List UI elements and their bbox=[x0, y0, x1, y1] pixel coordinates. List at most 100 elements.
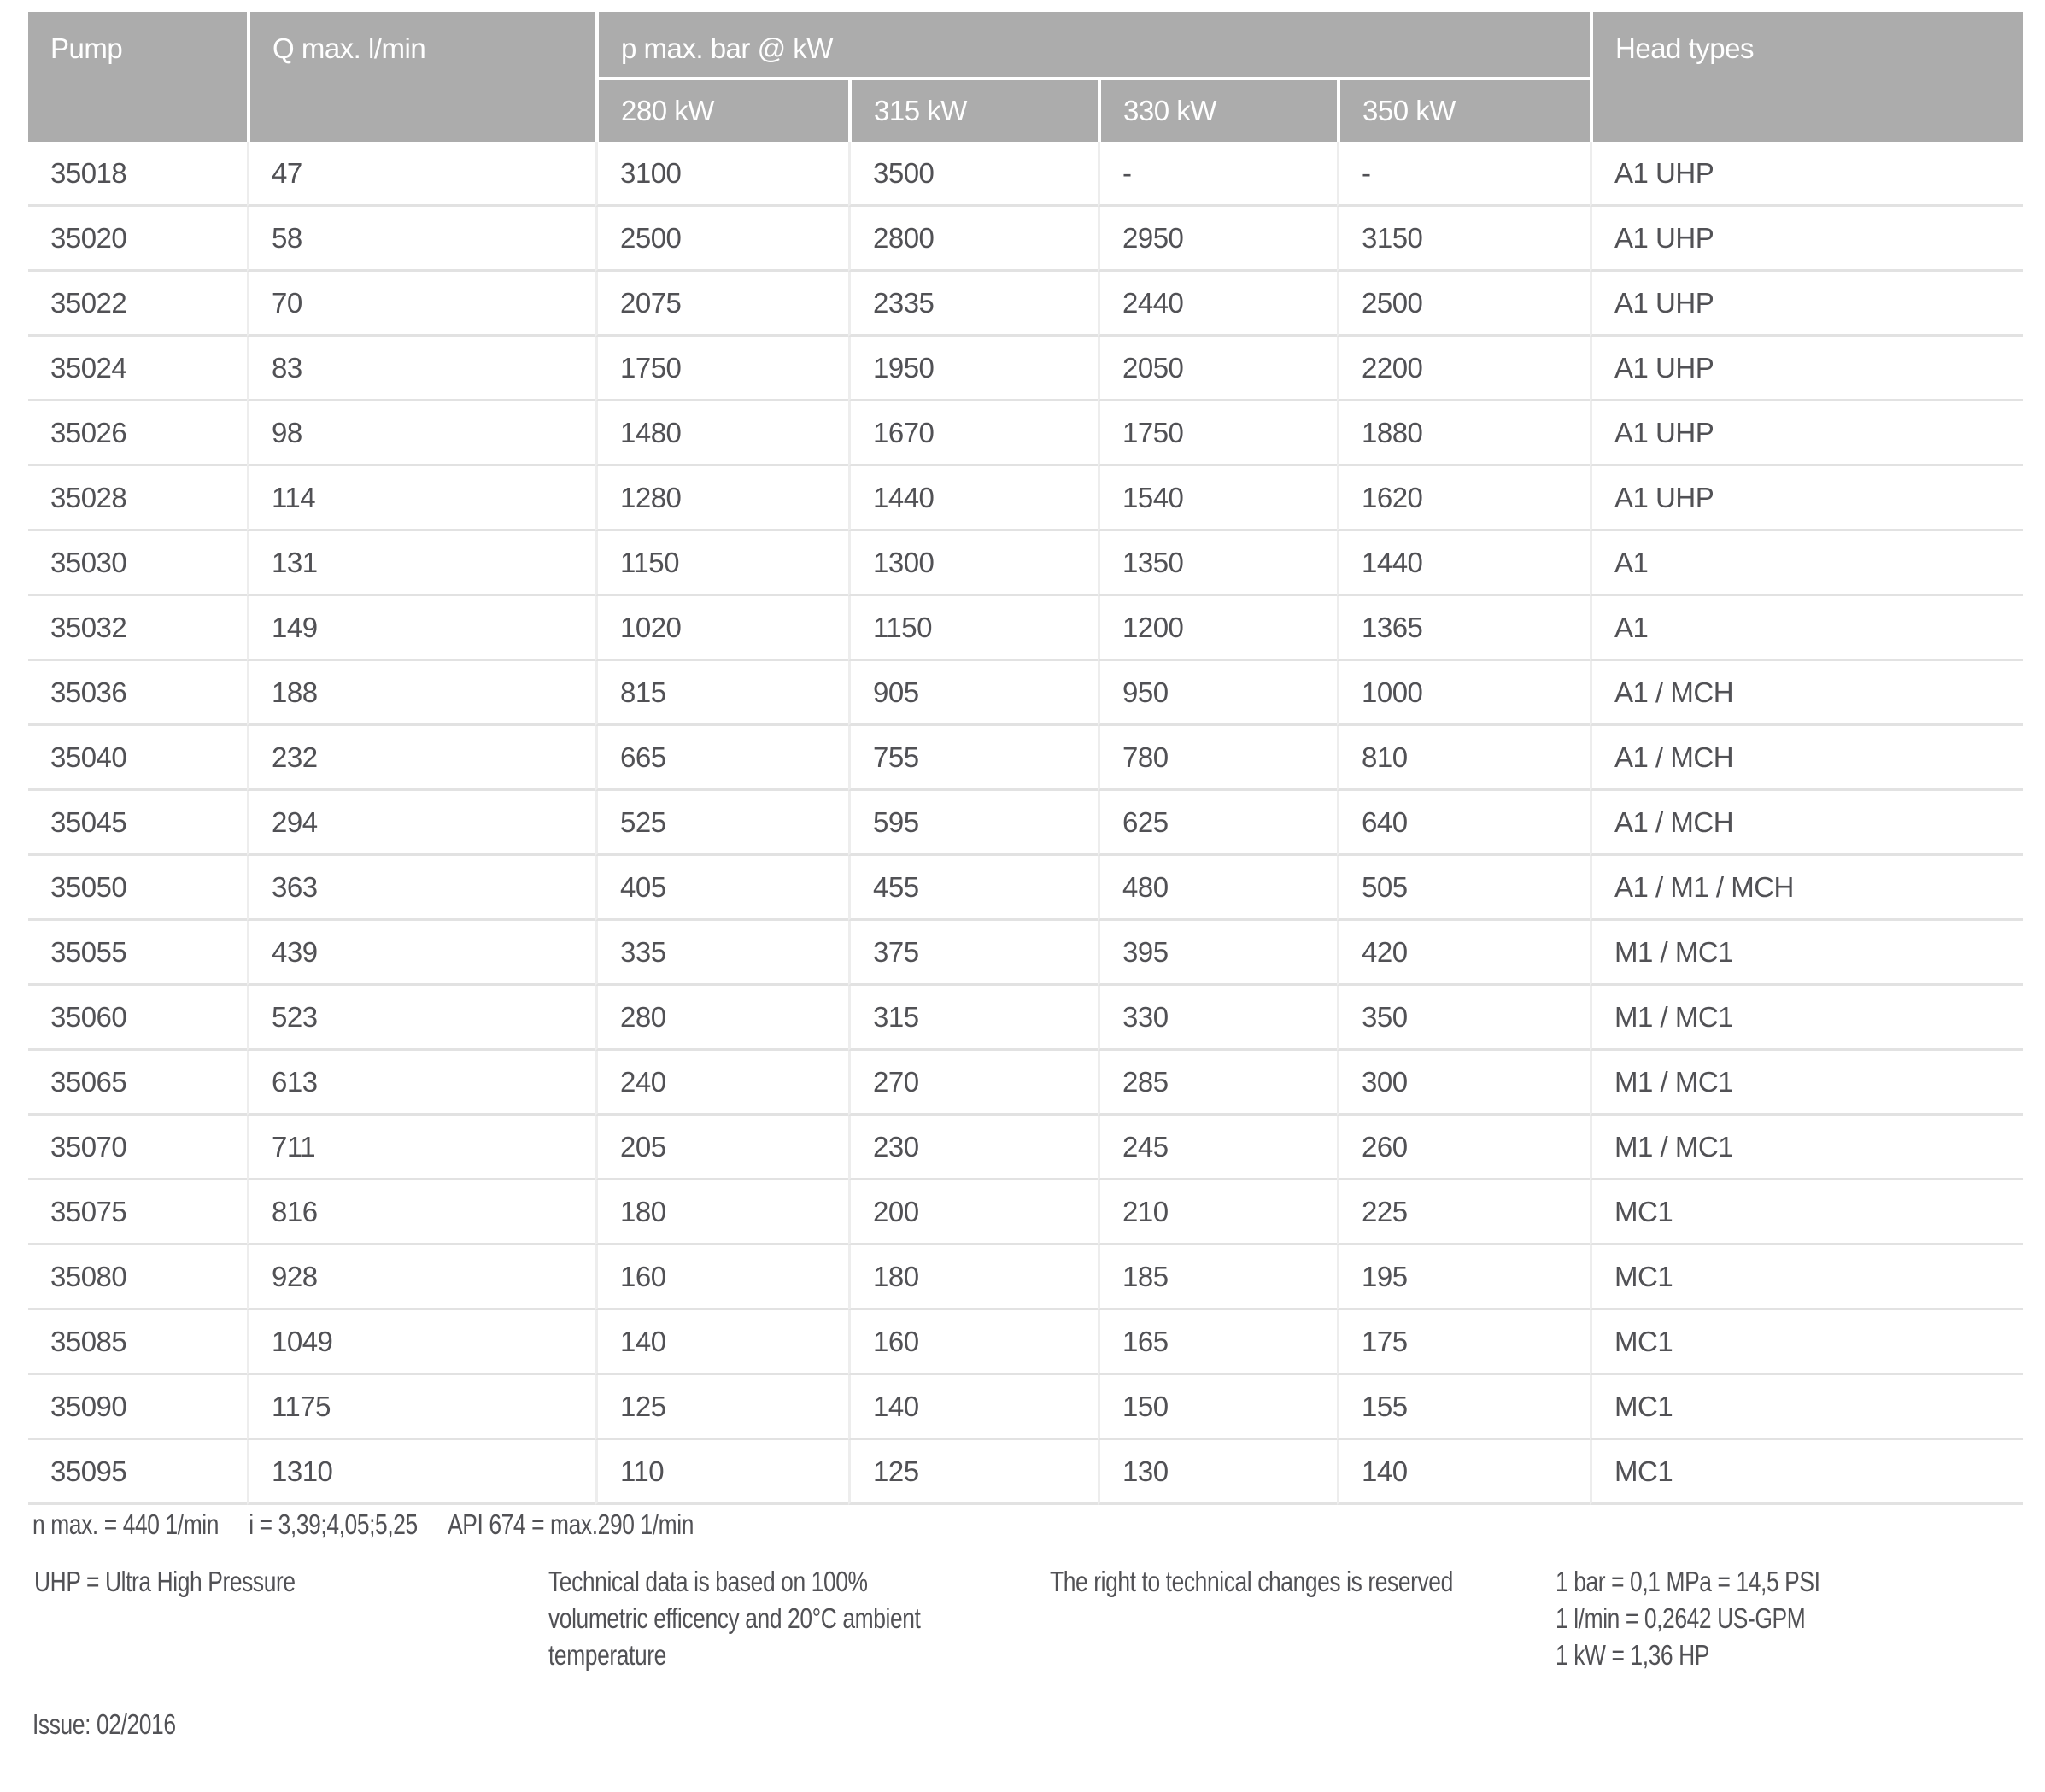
cell-p-280kw: 665 bbox=[595, 726, 848, 791]
cell-p-330kw: 285 bbox=[1098, 1051, 1337, 1116]
cell-p-315kw: 200 bbox=[848, 1180, 1098, 1245]
table-row: 35024 83 1750 1950 2050 2200 A1 UHP bbox=[28, 337, 2024, 401]
cell-q-max: 188 bbox=[247, 661, 595, 726]
cell-p-315kw: 1440 bbox=[848, 466, 1098, 531]
cell-pump: 35040 bbox=[28, 726, 247, 791]
cell-pump: 35060 bbox=[28, 986, 247, 1051]
cell-pump: 35070 bbox=[28, 1116, 247, 1180]
cell-p-280kw: 180 bbox=[595, 1180, 848, 1245]
cell-q-max: 232 bbox=[247, 726, 595, 791]
table-row: 35080 928 160 180 185 195 MC1 bbox=[28, 1245, 2024, 1310]
note-gear-ratio: i = 3,39;4,05;5,25 bbox=[249, 1508, 418, 1540]
cell-p-350kw: 1000 bbox=[1337, 661, 1591, 726]
cell-p-350kw: 140 bbox=[1337, 1440, 1591, 1505]
cell-p-330kw: 330 bbox=[1098, 986, 1337, 1051]
cell-p-330kw: 245 bbox=[1098, 1116, 1337, 1180]
cell-q-max: 1175 bbox=[247, 1375, 595, 1440]
table-row: 35022 70 2075 2335 2440 2500 A1 UHP bbox=[28, 272, 2024, 337]
cell-q-max: 711 bbox=[247, 1116, 595, 1180]
cell-p-350kw: 300 bbox=[1337, 1051, 1591, 1116]
cell-p-330kw: 2950 bbox=[1098, 207, 1337, 272]
cell-head-types: A1 UHP bbox=[1590, 401, 2024, 466]
cell-q-max: 1310 bbox=[247, 1440, 595, 1505]
cell-pump: 35024 bbox=[28, 337, 247, 401]
footnote-uhp-text: UHP = Ultra High Pressure bbox=[34, 1566, 296, 1597]
cell-q-max: 58 bbox=[247, 207, 595, 272]
cell-p-315kw: 2800 bbox=[848, 207, 1098, 272]
cell-p-280kw: 815 bbox=[595, 661, 848, 726]
cell-p-330kw: 130 bbox=[1098, 1440, 1337, 1505]
cell-p-315kw: 595 bbox=[848, 791, 1098, 856]
cell-p-280kw: 525 bbox=[595, 791, 848, 856]
pump-spec-table: Pump Q max. l/min p max. bar @ kW Head t… bbox=[28, 12, 2024, 1505]
cell-p-330kw: - bbox=[1098, 142, 1337, 207]
col-header-280kw: 280 kW bbox=[595, 77, 848, 142]
footnote-conversion-line: 1 kW = 1,36 HP bbox=[1556, 1639, 1710, 1671]
col-header-p-max: p max. bar @ kW bbox=[595, 12, 1591, 77]
footnote-technical: Technical data is based on 100% volumetr… bbox=[548, 1563, 921, 1673]
cell-pump: 35018 bbox=[28, 142, 247, 207]
cell-p-350kw: 505 bbox=[1337, 856, 1591, 921]
cell-p-350kw: 225 bbox=[1337, 1180, 1591, 1245]
cell-p-330kw: 1750 bbox=[1098, 401, 1337, 466]
cell-p-315kw: 230 bbox=[848, 1116, 1098, 1180]
cell-q-max: 114 bbox=[247, 466, 595, 531]
cell-p-280kw: 2500 bbox=[595, 207, 848, 272]
footnote-conversion-line: 1 bar = 0,1 MPa = 14,5 PSI bbox=[1556, 1566, 1820, 1597]
cell-p-330kw: 210 bbox=[1098, 1180, 1337, 1245]
cell-p-350kw: 2500 bbox=[1337, 272, 1591, 337]
table-row: 35070 711 205 230 245 260 M1 / MC1 bbox=[28, 1116, 2024, 1180]
cell-p-280kw: 1750 bbox=[595, 337, 848, 401]
cell-p-330kw: 625 bbox=[1098, 791, 1337, 856]
table-row: 35050 363 405 455 480 505 A1 / M1 / MCH bbox=[28, 856, 2024, 921]
cell-q-max: 439 bbox=[247, 921, 595, 986]
table-row: 35040 232 665 755 780 810 A1 / MCH bbox=[28, 726, 2024, 791]
cell-q-max: 363 bbox=[247, 856, 595, 921]
cell-q-max: 816 bbox=[247, 1180, 595, 1245]
cell-p-330kw: 395 bbox=[1098, 921, 1337, 986]
cell-p-280kw: 1020 bbox=[595, 596, 848, 661]
cell-pump: 35095 bbox=[28, 1440, 247, 1505]
note-api674: API 674 = max.290 1/min bbox=[448, 1508, 694, 1540]
cell-pump: 35032 bbox=[28, 596, 247, 661]
cell-head-types: A1 / MCH bbox=[1590, 661, 2024, 726]
footnote-technical-line: Technical data is based on 100% bbox=[548, 1566, 868, 1597]
cell-p-315kw: 1300 bbox=[848, 531, 1098, 596]
cell-p-350kw: 155 bbox=[1337, 1375, 1591, 1440]
table-row: 35075 816 180 200 210 225 MC1 bbox=[28, 1180, 2024, 1245]
cell-p-280kw: 1480 bbox=[595, 401, 848, 466]
cell-pump: 35036 bbox=[28, 661, 247, 726]
cell-p-280kw: 1150 bbox=[595, 531, 848, 596]
cell-p-330kw: 1540 bbox=[1098, 466, 1337, 531]
footnote-conversions: 1 bar = 0,1 MPa = 14,5 PSI 1 l/min = 0,2… bbox=[1556, 1563, 1820, 1673]
cell-p-315kw: 3500 bbox=[848, 142, 1098, 207]
table-row: 35036 188 815 905 950 1000 A1 / MCH bbox=[28, 661, 2024, 726]
note-n-max: n max. = 440 1/min bbox=[32, 1508, 220, 1540]
footnote-rights: The right to technical changes is reserv… bbox=[1050, 1563, 1453, 1600]
cell-q-max: 83 bbox=[247, 337, 595, 401]
footnote-technical-line: temperature bbox=[548, 1639, 666, 1671]
cell-q-max: 98 bbox=[247, 401, 595, 466]
cell-p-315kw: 1670 bbox=[848, 401, 1098, 466]
table-row: 35026 98 1480 1670 1750 1880 A1 UHP bbox=[28, 401, 2024, 466]
cell-head-types: A1 UHP bbox=[1590, 207, 2024, 272]
cell-p-350kw: 1365 bbox=[1337, 596, 1591, 661]
cell-pump: 35080 bbox=[28, 1245, 247, 1310]
issue-label: Issue: 02/2016 bbox=[32, 1708, 176, 1740]
table-row: 35018 47 3100 3500- - A1 UHP bbox=[28, 142, 2024, 207]
table-row: 35065 613 240 270 285 300 M1 / MC1 bbox=[28, 1051, 2024, 1116]
cell-q-max: 131 bbox=[247, 531, 595, 596]
cell-pump: 35030 bbox=[28, 531, 247, 596]
cell-p-315kw: 125 bbox=[848, 1440, 1098, 1505]
cell-head-types: A1 UHP bbox=[1590, 337, 2024, 401]
table-row: 35030 131 1150 1300 1350 1440 A1 bbox=[28, 531, 2024, 596]
cell-pump: 35055 bbox=[28, 921, 247, 986]
cell-head-types: A1 / MCH bbox=[1590, 726, 2024, 791]
cell-p-330kw: 1350 bbox=[1098, 531, 1337, 596]
cell-head-types: A1 bbox=[1590, 531, 2024, 596]
cell-p-350kw: 1440 bbox=[1337, 531, 1591, 596]
cell-pump: 35090 bbox=[28, 1375, 247, 1440]
cell-p-350kw: 175 bbox=[1337, 1310, 1591, 1375]
cell-p-280kw: 125 bbox=[595, 1375, 848, 1440]
cell-pump: 35045 bbox=[28, 791, 247, 856]
